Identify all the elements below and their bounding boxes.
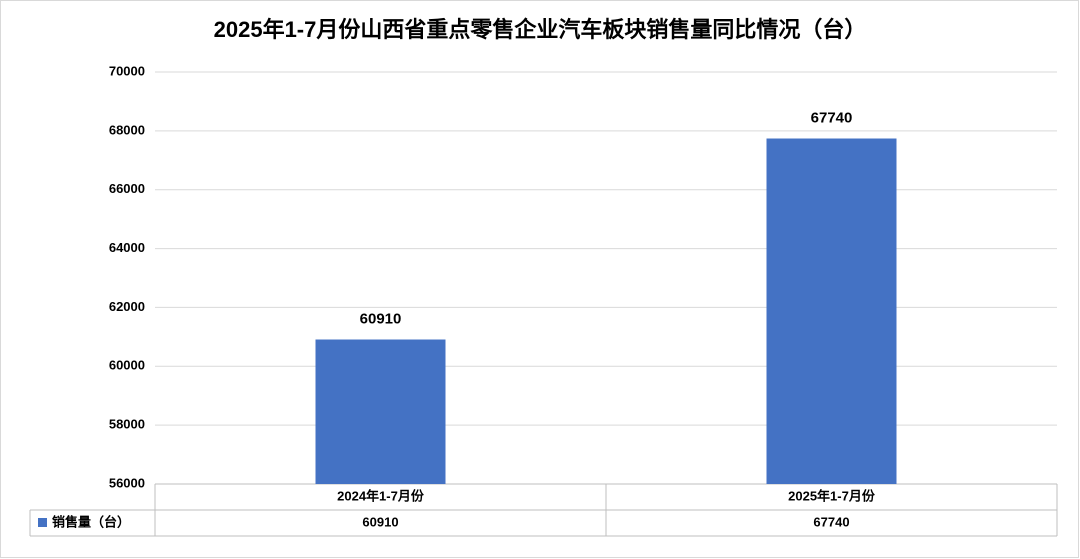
legend-label: 销售量（台） <box>52 514 130 529</box>
y-tick-label: 60000 <box>109 358 145 373</box>
table-value: 60910 <box>362 514 398 529</box>
y-tick-label: 70000 <box>109 63 145 78</box>
x-tick-label: 2024年1-7月份 <box>337 488 425 503</box>
bar <box>315 339 446 484</box>
y-tick-label: 66000 <box>109 181 145 196</box>
y-tick-label: 56000 <box>109 475 145 490</box>
y-tick-label: 58000 <box>109 417 145 432</box>
y-tick-label: 64000 <box>109 240 145 255</box>
chart-title: 2025年1-7月份山西省重点零售企业汽车板块销售量同比情况（台） <box>214 17 867 42</box>
bar <box>766 138 897 484</box>
y-tick-label: 68000 <box>109 122 145 137</box>
y-tick-label: 62000 <box>109 299 145 314</box>
x-tick-label: 2025年1-7月份 <box>788 488 876 503</box>
table-value: 67740 <box>813 514 849 529</box>
data-label: 60910 <box>360 310 402 327</box>
legend-key <box>38 518 47 527</box>
data-label: 67740 <box>811 109 853 126</box>
